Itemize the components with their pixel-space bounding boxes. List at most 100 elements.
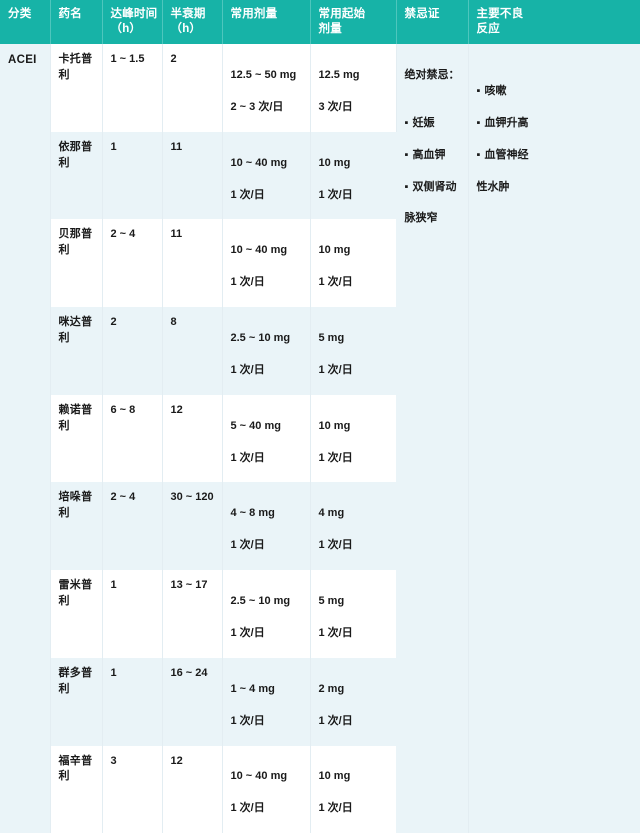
cell-halflife: 11 (162, 132, 222, 220)
contraindication-title: 绝对禁忌： (405, 68, 466, 84)
header-label-adverse: 主要不良 (477, 8, 524, 20)
header-label-halflife: 半衰期 (171, 8, 206, 20)
cell-start-dose: 5 mg 1 次/日 (310, 570, 396, 658)
start-dose-amount: 10 mg (319, 419, 395, 435)
usual-dose-frequency: 1 次/日 (231, 538, 308, 554)
usual-dose-amount: 10 ~ 40 mg (231, 156, 308, 172)
bullet-icon: ▪ (477, 148, 481, 164)
list-item: ▪高血钾 (405, 148, 466, 164)
usual-dose-frequency: 1 次/日 (231, 714, 308, 730)
cell-start-dose: 10 mg 1 次/日 (310, 746, 396, 833)
header-label-contraindication: 禁忌证 (405, 8, 440, 20)
usual-dose-amount: 10 ~ 40 mg (231, 243, 308, 259)
start-dose-amount: 12.5 mg (319, 68, 394, 84)
header-label-category: 分类 (8, 8, 31, 20)
table-header: 分类 药名 达峰时间 （h） 半衰期 （h） 常用剂量 常用起始 (0, 0, 640, 44)
cell-usual-dose: 2.5 ~ 10 mg 1 次/日 (222, 570, 310, 658)
cell-contraindications: 绝对禁忌： ▪妊娠 ▪高血钾 ▪双侧肾动 脉狭窄 (396, 44, 468, 833)
header-label-adverse-line2: 反应 (477, 22, 640, 37)
cell-drug-name: 赖诺普利 (50, 395, 102, 483)
cell-tmax: 1 (102, 132, 162, 220)
cell-usual-dose: 12.5 ~ 50 mg 2 ~ 3 次/日 (222, 44, 310, 132)
header-label-drug: 药名 (59, 8, 82, 20)
cell-drug-name: 咪达普利 (50, 307, 102, 395)
start-dose-amount: 10 mg (319, 156, 395, 172)
start-dose-frequency: 1 次/日 (319, 275, 395, 291)
cell-start-dose: 10 mg 1 次/日 (310, 219, 396, 307)
cell-tmax: 2 (102, 307, 162, 395)
contraindication-item: 妊娠 (413, 117, 435, 129)
start-dose-frequency: 1 次/日 (319, 538, 395, 554)
column-header-halflife: 半衰期 （h） (162, 0, 222, 44)
usual-dose-frequency: 1 次/日 (231, 275, 308, 291)
header-label-tmax: 达峰时间 (111, 8, 158, 20)
cell-tmax: 1 (102, 658, 162, 746)
column-header-adverse: 主要不良 反应 (468, 0, 640, 44)
adverse-reaction-list: ▪咳嗽 ▪ 血钾升高 ▪血管神经 性水肿 (477, 68, 639, 211)
list-item-continuation: 性水肿 (477, 180, 639, 196)
usual-dose-frequency: 2 ~ 3 次/日 (231, 100, 308, 116)
start-dose-frequency: 1 次/日 (319, 801, 395, 817)
usual-dose-amount: 4 ~ 8 mg (231, 506, 308, 522)
list-item: ▪咳嗽 (477, 84, 639, 100)
usual-dose-amount: 2.5 ~ 10 mg (231, 331, 308, 347)
usual-dose-amount: 12.5 ~ 50 mg (231, 68, 308, 84)
usual-dose-amount: 10 ~ 40 mg (231, 769, 308, 785)
cell-usual-dose: 1 ~ 4 mg 1 次/日 (222, 658, 310, 746)
header-label-start-dose-line2: 剂量 (319, 22, 396, 37)
contraindication-item: 高血钾 (413, 149, 446, 161)
start-dose-amount: 5 mg (319, 594, 395, 610)
column-header-start-dose: 常用起始 剂量 (310, 0, 396, 44)
cell-halflife: 8 (162, 307, 222, 395)
start-dose-amount: 5 mg (319, 331, 395, 347)
cell-tmax: 6 ~ 8 (102, 395, 162, 483)
usual-dose-amount: 5 ~ 40 mg (231, 419, 308, 435)
cell-tmax: 1 (102, 570, 162, 658)
header-label-usual-dose: 常用剂量 (231, 8, 278, 20)
usual-dose-amount: 1 ~ 4 mg (231, 682, 308, 698)
table-row: ACEI 卡托普利 1 ~ 1.5 2 12.5 ~ 50 mg 2 ~ 3 次… (0, 44, 640, 132)
start-dose-amount: 2 mg (319, 682, 395, 698)
cell-usual-dose: 10 ~ 40 mg 1 次/日 (222, 132, 310, 220)
list-item: ▪ 妊娠 (405, 116, 466, 132)
adverse-item: 血钾升高 (485, 117, 529, 129)
cell-drug-name: 群多普利 (50, 658, 102, 746)
cell-halflife: 11 (162, 219, 222, 307)
cell-start-dose: 5 mg 1 次/日 (310, 307, 396, 395)
start-dose-frequency: 1 次/日 (319, 363, 395, 379)
usual-dose-frequency: 1 次/日 (231, 188, 308, 204)
usual-dose-frequency: 1 次/日 (231, 626, 308, 642)
column-header-usual-dose: 常用剂量 (222, 0, 310, 44)
usual-dose-amount: 2.5 ~ 10 mg (231, 594, 308, 610)
column-header-contraindication: 禁忌证 (396, 0, 468, 44)
cell-adverse-reactions: ▪咳嗽 ▪ 血钾升高 ▪血管神经 性水肿 (468, 44, 640, 833)
cell-drug-name: 培哚普利 (50, 482, 102, 570)
cell-start-dose: 2 mg 1 次/日 (310, 658, 396, 746)
cell-halflife: 12 (162, 746, 222, 833)
bullet-icon: ▪ (405, 180, 409, 196)
list-item: ▪血管神经 (477, 148, 639, 164)
cell-halflife: 16 ~ 24 (162, 658, 222, 746)
bullet-icon: ▪ (477, 116, 481, 132)
cell-usual-dose: 10 ~ 40 mg 1 次/日 (222, 746, 310, 833)
cell-usual-dose: 5 ~ 40 mg 1 次/日 (222, 395, 310, 483)
header-row: 分类 药名 达峰时间 （h） 半衰期 （h） 常用剂量 常用起始 (0, 0, 640, 44)
table-body: ACEI 卡托普利 1 ~ 1.5 2 12.5 ~ 50 mg 2 ~ 3 次… (0, 44, 640, 833)
start-dose-amount: 10 mg (319, 769, 395, 785)
start-dose-frequency: 1 次/日 (319, 714, 395, 730)
cell-drug-name: 卡托普利 (50, 44, 102, 132)
header-label-start-dose: 常用起始 (319, 8, 366, 20)
cell-usual-dose: 4 ~ 8 mg 1 次/日 (222, 482, 310, 570)
header-unit-halflife: （h） (171, 22, 222, 37)
usual-dose-frequency: 1 次/日 (231, 363, 308, 379)
cell-start-dose: 12.5 mg 3 次/日 (310, 44, 396, 132)
cell-category-acei: ACEI (0, 44, 50, 833)
cell-drug-name: 贝那普利 (50, 219, 102, 307)
usual-dose-frequency: 1 次/日 (231, 801, 308, 817)
drug-reference-table: 分类 药名 达峰时间 （h） 半衰期 （h） 常用剂量 常用起始 (0, 0, 640, 462)
column-header-tmax: 达峰时间 （h） (102, 0, 162, 44)
bullet-icon: ▪ (405, 116, 409, 132)
cell-tmax: 1 ~ 1.5 (102, 44, 162, 132)
start-dose-amount: 4 mg (319, 506, 395, 522)
